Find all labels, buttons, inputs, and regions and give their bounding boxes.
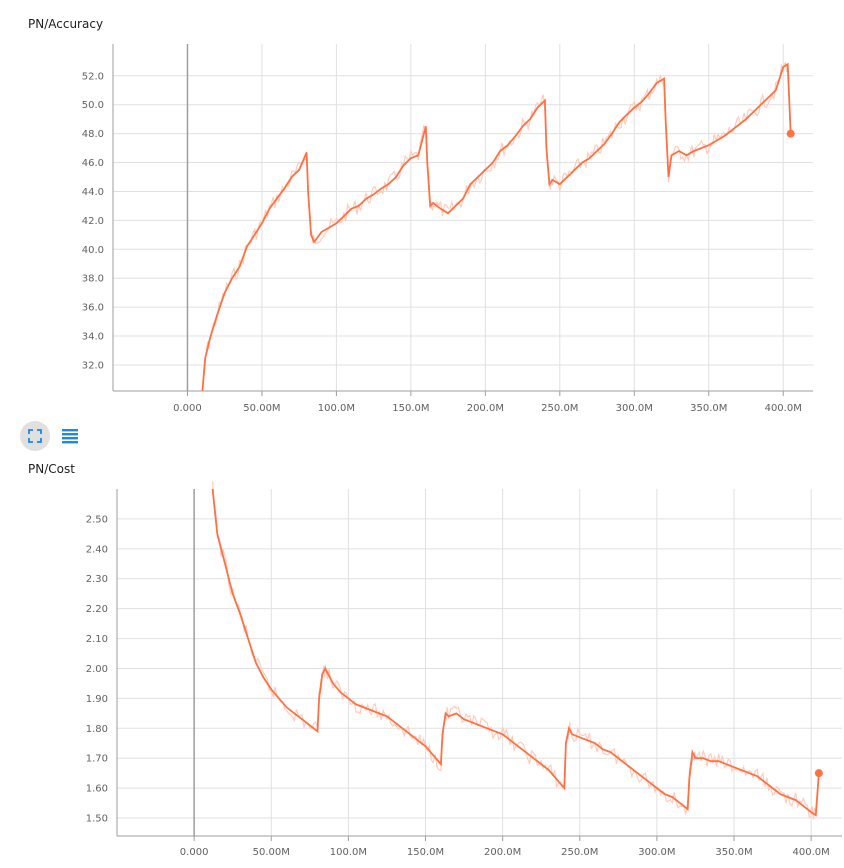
cost-x-tick-label: 250.0M [561, 847, 598, 858]
cost-y-tick-label: 1.50 [86, 814, 108, 825]
accuracy-y-tick-label: 44.0 [82, 187, 104, 198]
cost-y-tick-label: 2.30 [86, 574, 108, 585]
data-table-icon [62, 429, 78, 444]
accuracy-y-tick-label: 46.0 [82, 158, 104, 169]
cost-last-point[interactable] [814, 769, 823, 778]
cost-y-tick-label: 2.20 [86, 604, 108, 615]
cost-x-tick-label: 400.0M [793, 847, 830, 858]
accuracy-x-tick-label: 50.00M [243, 403, 280, 414]
cost-y-tick-label: 1.80 [86, 724, 108, 735]
cost-y-tick-label: 2.10 [86, 634, 108, 645]
data-table-button[interactable] [59, 425, 81, 447]
chart-title-cost: PN/Cost [28, 462, 75, 476]
fit-to-data-button[interactable] [20, 421, 50, 451]
accuracy-x-tick-label: 0.000 [173, 403, 202, 414]
cost-y-tick-label: 2.50 [86, 514, 108, 525]
accuracy-x-tick-label: 300.0M [616, 403, 653, 414]
cost-y-tick-label: 2.00 [86, 664, 108, 675]
accuracy-raw-line [201, 60, 792, 391]
accuracy-y-tick-label: 50.0 [82, 100, 104, 111]
accuracy-x-tick-label: 400.0M [765, 403, 802, 414]
accuracy-y-tick-label: 36.0 [82, 303, 104, 314]
accuracy-x-tick-label: 150.0M [392, 403, 429, 414]
accuracy-y-tick-label: 52.0 [82, 71, 104, 82]
cost-y-tick-label: 1.60 [86, 784, 108, 795]
accuracy-x-tick-label: 250.0M [541, 403, 578, 414]
accuracy-x-tick-label: 350.0M [690, 403, 727, 414]
cost-y-tick-label: 1.70 [86, 754, 108, 765]
cost-x-tick-label: 200.0M [484, 847, 521, 858]
cost-x-tick-label: 350.0M [715, 847, 752, 858]
cost-x-tick-label: 150.0M [407, 847, 444, 858]
chart-title-accuracy: PN/Accuracy [28, 17, 104, 31]
cost-x-tick-label: 0.000 [180, 847, 209, 858]
accuracy-x-tick-label: 200.0M [467, 403, 504, 414]
accuracy-chart: 32.0 34.0 36.0 38.0 40.0 42.0 44.0 46.0 48.0 50.0… [82, 44, 813, 414]
cost-y-tick-label: 2.40 [86, 544, 108, 555]
cost-x-tick-label: 300.0M [638, 847, 675, 858]
cost-raw-line [212, 481, 820, 820]
accuracy-y-tick-label: 40.0 [82, 245, 104, 256]
cost-series-line [211, 488, 820, 817]
accuracy-last-point[interactable] [786, 129, 795, 138]
cost-y-tick-label: 1.90 [86, 694, 108, 705]
accuracy-y-tick-label: 32.0 [82, 360, 104, 371]
accuracy-series-line [201, 62, 792, 392]
accuracy-y-tick-label: 38.0 [82, 274, 104, 285]
accuracy-y-tick-label: 42.0 [82, 216, 104, 227]
accuracy-y-tick-label: 48.0 [82, 129, 104, 140]
accuracy-y-tick-label: 34.0 [82, 332, 104, 343]
cost-x-tick-label: 50.00M [253, 847, 290, 858]
accuracy-x-tick-label: 100.0M [318, 403, 355, 414]
fit-to-data-icon [28, 429, 42, 443]
cost-x-tick-label: 100.0M [330, 847, 367, 858]
